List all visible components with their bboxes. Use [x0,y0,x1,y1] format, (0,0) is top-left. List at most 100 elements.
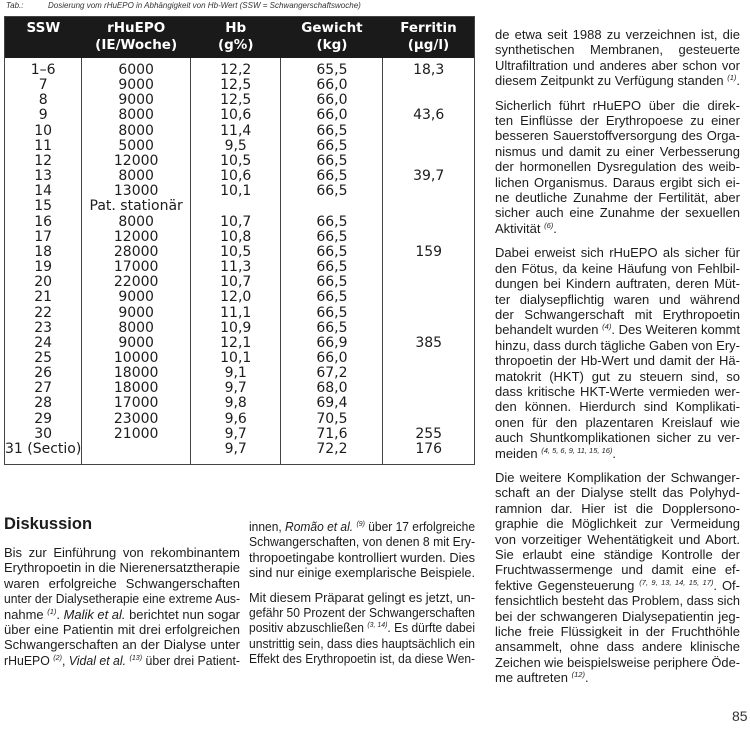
table-cell: 23000 [81,411,191,427]
table-cell: 17 [3,229,83,245]
table-row: 13 8000 10,6 66,5 39,7 [3,168,475,185]
author-name: Romão et al. [285,519,354,534]
table-cell [382,123,475,139]
table-row: 29 23000 9,6 70,5 [3,411,475,427]
table-cell: 10,5 [189,153,282,170]
text-run: bei der schwangeren Dialysepatientin jeg… [495,608,740,624]
table-row: 30 21000 9,7 71,6 255 [3,426,475,442]
table-cell: 12 [3,153,83,170]
table-cell: 66,5 [280,168,384,185]
text-line: ten Einflüsse der Erythropoese zu einer [495,113,740,128]
table-cell: 39,7 [382,168,475,185]
table-cell: 66,5 [280,244,384,261]
table-cell: 6000 [81,58,191,79]
text-line: ter dialysepflichtig waren und während [495,292,740,307]
text-line: bei der schwangeren Dialysepatientin jeg… [495,609,740,624]
text-line: innen, Romão et al. (9) über 17 erfolgre… [249,519,475,534]
table-cell [382,411,475,427]
table-cell: 18000 [81,365,191,382]
table-cell: 7 [3,78,83,94]
table-row: 17 12000 10,8 66,5 [3,229,475,245]
text-run: der Schwangerschaft mit Erythropoetin [495,306,740,322]
table-cell: 9,5 [189,138,282,154]
text-run: den können. Hierdurch sind Komplikati- [495,399,740,415]
text-run: Bis zur Einführung von rekombinantem [4,545,240,560]
citation-ref: (3, 14) [367,620,388,630]
table-cell: 9000 [81,93,191,109]
text-run: waren erfolgreiche Schwangerschaften [4,575,240,591]
text-run: Mit diesem Präparat gelingt es jetzt, un… [249,589,475,605]
text-line: von vorzeitiger Wehentätigkeit und Abort… [495,532,740,547]
table-cell: 159 [382,244,475,261]
column-header-unit: (IE/Woche) [95,37,178,53]
table-cell: 65,5 [280,58,384,79]
table-cell: 66,5 [280,184,384,200]
table-cell: 28000 [81,244,191,261]
table-cell [382,93,475,109]
table-cell: 71,6 [280,426,384,442]
text-run: lichen Organismus. Daraus ergibt sich ei… [495,174,740,190]
text-run: Sie erlaubt eine ständige Kontrolle der [495,547,740,562]
text-line: meiden (4, 5, 6, 9, 11, 15, 16). [495,446,740,461]
text-column-right: de etwa seit 1988 zu verzeichnen ist, di… [495,27,740,695]
text-run: unter der Dialysetherapie eine extreme A… [4,591,240,607]
text-line: fektive Gegensteuerung (7, 9, 13, 14, 15… [495,578,740,593]
column-header: Gewicht (kg) [280,16,383,58]
table-cell: 18000 [81,381,191,397]
author-name: Vidal et al. [68,652,127,668]
text-line: ne deutliche Zunahme der Fertilität, abe… [495,190,740,205]
table-row: 15 Pat. stationär [3,199,475,215]
citation-ref: (4, 5, 6, 9, 11, 15, 16) [541,445,613,455]
table-cell [382,366,475,382]
table-cell: 11,4 [189,123,282,139]
table-row: 31 (Sectio) 9,7 72,2 176 [3,441,475,465]
table-cell: 176 [382,441,475,465]
text-line: Fruchtwassermenge und damit eine ef- [495,562,740,577]
table-cell: 10,7 [189,214,282,230]
citation-ref: (12) [571,670,585,680]
text-run: . Es dürfte dabei [387,620,475,636]
text-run: schaft an der Dialyse stellt das Polyhyd… [495,485,740,501]
paragraph: de etwa seit 1988 zu verzeichnen ist, di… [495,27,740,89]
table-cell [382,184,475,200]
table-cell: 10,6 [189,168,282,185]
text-line: waren erfolgreiche Schwangerschaften [4,576,240,591]
author-name: Malik et al. [63,606,126,622]
text-run: matokrit (HKT) gut zu steuern sind, so [495,368,740,384]
text-run: thropoetingabe kontrolliert wurden. Dies [249,549,475,565]
table-cell: 9,7 [189,441,282,465]
text-run: ter dialysepflichtig waren und während [495,291,740,307]
text-run: gefähr 50 Prozent der Schwangerschaften [249,605,475,621]
table-cell: 9,8 [189,396,282,412]
text-run: Fruchtwassermenge und damit eine ef- [495,562,740,578]
text-run: Die weitere Komplikation der Schwanger- [495,469,740,485]
text-run: dass kritische HKT-Werte vermieden wer- [495,383,740,399]
table-row: 19 17000 11,3 66,5 [3,259,475,276]
column-header-title: Gewicht [301,20,363,36]
text-line: liche freie Flüssigkeit in der Fruchthöh… [495,624,740,639]
text-line: Schwangerschaften, von denen 8 mit Ery- [249,534,475,549]
table-cell: 9,6 [189,411,282,427]
table-cell: 10,8 [189,229,282,245]
text-run: innen, [249,519,286,534]
text-run: Ultrafiltration und anderes aber schon v… [495,57,740,73]
paragraph: Die weitere Komplikation der Schwanger-s… [495,470,740,686]
table-row: 20 22000 10,7 66,5 [3,275,475,291]
text-run: . Des Weiteren kommt [611,322,740,338]
table-cell [382,138,475,154]
text-run: Aktivität [495,220,545,236]
column-header-unit: (µg/l) [407,37,450,53]
table-cell: 5000 [81,138,191,154]
citation-ref: (4) [602,322,612,332]
table-cell: 8000 [81,168,191,185]
table-cell [382,275,475,291]
text-line: onen für den plazentaren Kreislauf wie [495,415,740,430]
text-line: matokrit (HKT) gut zu steuern sind, so [495,369,740,384]
text-line: synthetischen Membranen, gesteuerte [495,42,740,57]
paragraph: Bis zur Einführung von rekombinantem Eryt… [4,545,240,668]
table-cell: 66,5 [280,290,384,306]
table-cell: 66,0 [280,350,384,367]
text-run: dungen bei Kindern auftraten, deren Müt- [495,276,740,292]
text-line: über eine Patientin mit drei erfolgreich… [4,622,240,637]
column-header: Hb (g%) [190,16,281,58]
